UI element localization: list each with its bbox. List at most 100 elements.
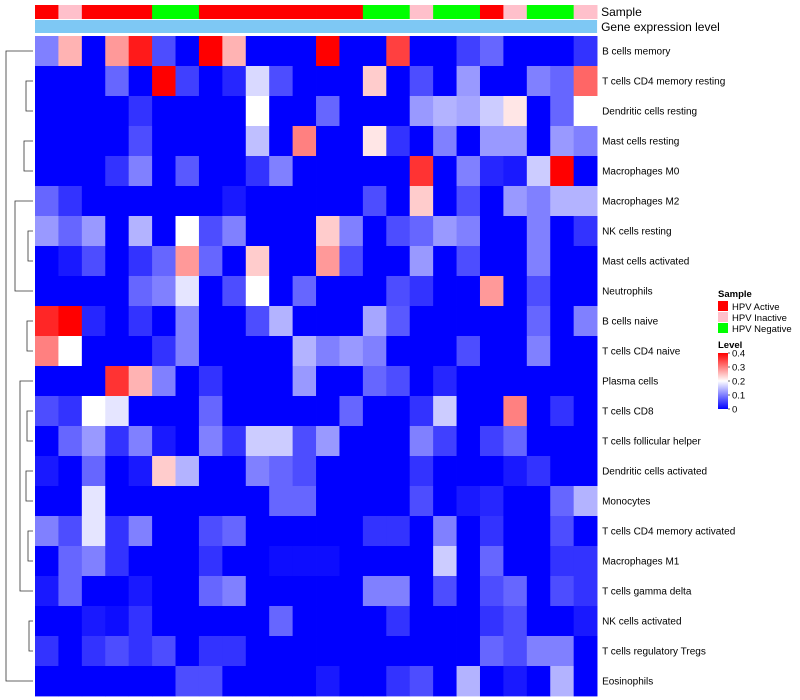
heatmap-cell: [362, 606, 387, 637]
heatmap-cell: [479, 96, 504, 127]
heatmap-cell: [245, 66, 270, 97]
heatmap-cell: [479, 516, 504, 547]
heatmap-cell: [58, 66, 83, 97]
heatmap-cell: [503, 156, 528, 187]
heatmap-cell: [152, 276, 176, 307]
dendrogram-branch: [26, 410, 33, 442]
heatmap-cell: [550, 636, 575, 667]
heatmap-cell: [175, 276, 200, 307]
heatmap-cell: [105, 96, 130, 127]
heatmap-cell: [456, 216, 481, 247]
heatmap-cell: [573, 546, 598, 577]
heatmap-cell: [550, 126, 575, 157]
heatmap-cell: [526, 246, 551, 277]
heatmap-cell: [58, 156, 83, 187]
heatmap-cell: [81, 636, 106, 667]
heatmap-cell: [503, 246, 528, 277]
heatmap-cell: [292, 96, 317, 127]
sample-annotation-cell: [550, 5, 575, 19]
row-label: Monocytes: [602, 497, 650, 508]
heatmap-cell: [456, 36, 481, 67]
heatmap-cell: [479, 126, 504, 157]
heatmap-cell: [409, 36, 434, 67]
heatmap-cell: [409, 216, 434, 247]
heatmap-cell: [550, 336, 575, 367]
heatmap-cell: [245, 246, 270, 277]
heatmap-cell: [526, 276, 551, 307]
heatmap-cell: [362, 96, 387, 127]
heatmap-cell: [456, 426, 481, 457]
heatmap-cell: [175, 666, 200, 697]
heatmap-cell: [456, 396, 481, 427]
heatmap-cell: [409, 576, 434, 607]
heatmap-cell: [105, 336, 130, 367]
heatmap-cell: [339, 126, 364, 157]
heatmap-cell: [573, 666, 598, 697]
heatmap-cell: [81, 576, 106, 607]
dendrogram-branch: [25, 470, 33, 502]
heatmap-cell: [35, 66, 59, 97]
heatmap-cell: [503, 66, 528, 97]
heatmap-cell: [386, 486, 411, 517]
heatmap-cell: [573, 306, 598, 337]
heatmap-cell: [433, 576, 457, 607]
heatmap-cell: [292, 306, 317, 337]
heatmap-cell: [316, 336, 340, 367]
heatmap-cell: [35, 456, 59, 487]
heatmap-cell: [58, 36, 83, 67]
heatmap-cell: [269, 216, 294, 247]
heatmap-cell: [456, 606, 481, 637]
heatmap-cell: [433, 156, 457, 187]
heatmap-cell: [175, 126, 200, 157]
heatmap-cell: [152, 426, 176, 457]
heatmap-cell: [339, 216, 364, 247]
heatmap-cell: [503, 636, 528, 667]
heatmap-cell: [573, 156, 598, 187]
heatmap-cell: [81, 216, 106, 247]
heatmap-cell: [573, 366, 598, 397]
heatmap-cell: [81, 186, 106, 217]
heatmap-cell: [409, 396, 434, 427]
dendrogram-branch: [19, 380, 33, 592]
heatmap-cell: [503, 456, 528, 487]
heatmap-cell: [269, 666, 294, 697]
heatmap-cell: [245, 396, 270, 427]
heatmap-cell: [550, 486, 575, 517]
heatmap-cell: [339, 576, 364, 607]
heatmap-cell: [269, 246, 294, 277]
heatmap-cell: [58, 126, 83, 157]
heatmap-cell: [58, 246, 83, 277]
row-label: Macrophages M2: [602, 197, 680, 208]
heatmap-cell: [128, 336, 153, 367]
heatmap-cell: [386, 276, 411, 307]
heatmap-cell: [198, 636, 223, 667]
heatmap-cell: [58, 216, 83, 247]
heatmap-cell: [479, 576, 504, 607]
row-label: B cells naive: [602, 317, 659, 328]
heatmap-cell: [386, 216, 411, 247]
legend-sample-label: HPV Active: [732, 302, 780, 313]
row-label: T cells CD8: [602, 407, 654, 418]
legend-sample-label: HPV Negative: [732, 324, 792, 335]
heatmap-cell: [58, 576, 83, 607]
heatmap-cell: [316, 486, 340, 517]
heatmap-cell: [269, 366, 294, 397]
heatmap-cell: [386, 306, 411, 337]
legend-sample-swatch: [718, 301, 728, 311]
heatmap-cell: [503, 336, 528, 367]
heatmap-cell: [433, 546, 457, 577]
heatmap-cell: [292, 246, 317, 277]
heatmap-cell: [198, 126, 223, 157]
heatmap-cell: [292, 276, 317, 307]
heatmap-cell: [58, 366, 83, 397]
heatmap-cell: [222, 66, 247, 97]
heatmap-cell: [362, 366, 387, 397]
heatmap-cell: [222, 636, 247, 667]
heatmap-cell: [550, 156, 575, 187]
heatmap-cell: [58, 336, 83, 367]
heatmap-cell: [362, 336, 387, 367]
dendrogram-branch: [26, 320, 33, 352]
heatmap-cell: [58, 456, 83, 487]
heatmap-cell: [550, 306, 575, 337]
